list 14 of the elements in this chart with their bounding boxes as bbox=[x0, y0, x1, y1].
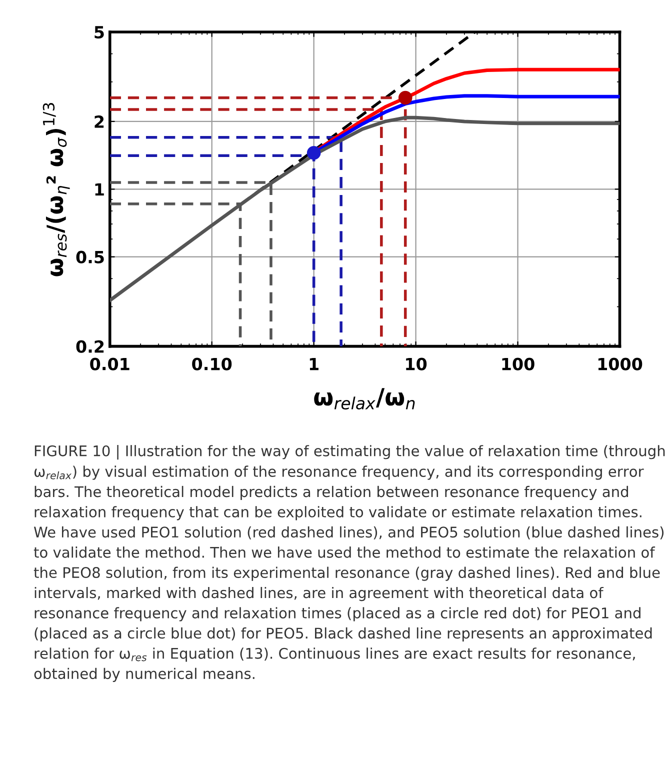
y-tick-label: 2 bbox=[94, 115, 104, 128]
x-axis-title: ω$_{relax}$/ω$_{n}$ bbox=[314, 388, 415, 410]
x-tick-label: 0.01 bbox=[90, 358, 130, 370]
x-tick-label: 1 bbox=[310, 358, 318, 370]
x-tick-label: 10 bbox=[406, 358, 427, 370]
y-tick-label: 0.2 bbox=[76, 340, 104, 353]
x-tick-label: 1000 bbox=[598, 358, 642, 370]
y-axis-title: ω$_{res}$/(ω$_{η}$² ω$_{σ}$)$^{1/3}$ bbox=[42, 103, 70, 276]
y-tick-label: 5 bbox=[94, 26, 104, 39]
y-tick-label: 0.5 bbox=[76, 250, 104, 264]
x-tick-label: 0.10 bbox=[192, 358, 232, 370]
y-tick-label: 1 bbox=[95, 183, 104, 196]
text: FIGURE 10 | Illustration for the way of estimating the value of relaxation time (through ω$_{relax}$) by visual estimation of the resonance frequency, and its corresponding error bars. The theoretical model predicts a relation between resonance frequency and relaxation frequency that can be exploited to validate or estimate relaxation times. We have used PEO1 solution (red dashed lines), and PEO5 solution (blue dashed lines) to validate the method. Then we have used the method to estimate the relaxation of the PEO8 solution, from its experimental resonance (gray dashed lines). Red and blue intervals, marked with dashed lines, are in agreement with theoretical data of resonance frequency and relaxation times (placed as a circle red dot) for PEO1 and (placed as a circle blue dot) for PEO5. Black dashed line represents an approximated relation for ω$_{res}$ in Equation (13). Continuous lines are exact results for resonance, obtained by numerical means. bbox=[34, 445, 665, 682]
x-tick-label: 100 bbox=[502, 358, 534, 370]
